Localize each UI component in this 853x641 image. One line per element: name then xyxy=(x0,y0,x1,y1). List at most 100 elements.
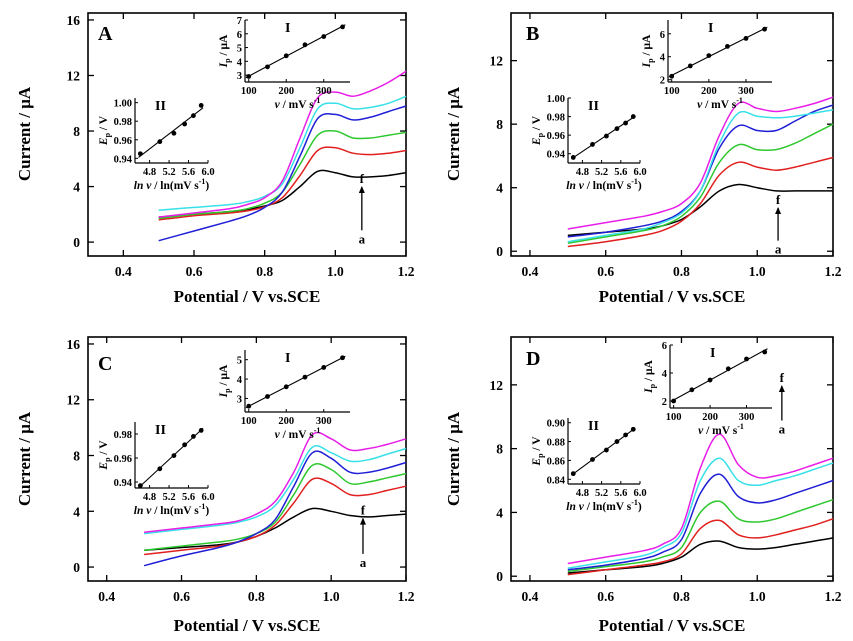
x-axis-title: Potential / V vs.SCE xyxy=(599,616,746,635)
inset-data-point xyxy=(137,151,143,157)
inset-y-tick-label: 5 xyxy=(237,44,242,55)
plot-frame xyxy=(87,336,407,582)
x-tick-label: 1.2 xyxy=(398,589,415,604)
inset-y-tick-label: 0.94 xyxy=(547,150,566,161)
series-line-a xyxy=(158,169,407,218)
inset-data-point xyxy=(265,64,270,70)
inset-y-tick-label: 0.94 xyxy=(114,478,133,489)
inset-ii: 4.8 5.2 5.6 6.0 0.94 0.96 0.98 II Ep / V ln ν / l… xyxy=(98,422,215,517)
inset-x-tick-label: 5.6 xyxy=(182,492,195,503)
inset-data-point xyxy=(590,457,595,462)
inset-fit-line xyxy=(668,26,768,78)
series-line-b xyxy=(567,156,834,248)
inset-ii: 4.8 5.2 5.6 6.0 0.94 0.96 0.98 1.00 II Ep / V ln ν… xyxy=(98,98,215,192)
inset-x-axis-title: ν / mV s-1 xyxy=(697,96,743,111)
inset-x-tick-label: 300 xyxy=(739,412,755,423)
inset-label: I xyxy=(708,21,713,36)
inset-y-axis-title: Ip / μA xyxy=(643,359,657,393)
inset-y-tick-label: 6 xyxy=(662,341,667,352)
inset-data-point xyxy=(198,103,204,108)
range-label-from: a xyxy=(775,242,782,257)
plot-frame xyxy=(87,12,407,257)
inset-y-tick-label: 0.96 xyxy=(114,454,132,465)
inset-x-axis-title: ln ν / ln(mV s-1) xyxy=(566,177,642,192)
inset-y-tick-label: 0.98 xyxy=(547,113,565,124)
inset-data-point xyxy=(171,453,177,458)
inset-data-point xyxy=(744,356,749,362)
inset-y-tick-label: 0.98 xyxy=(114,117,132,128)
x-tick-label: 1.0 xyxy=(749,589,766,604)
inset-x-axis-title: ν / mV s-1 xyxy=(275,96,321,111)
panel-label: D xyxy=(526,348,540,370)
series-line-e xyxy=(144,445,407,535)
series-line-b xyxy=(144,477,407,556)
inset-label: I xyxy=(285,21,290,36)
panel-label: B xyxy=(526,23,539,45)
y-tick-label: 4 xyxy=(73,180,80,195)
range-label-to: f xyxy=(780,370,785,385)
inset-x-tick-label: 5.6 xyxy=(182,167,195,178)
range-label-from: a xyxy=(779,421,786,436)
x-tick-label: 0.4 xyxy=(522,264,539,279)
inset-data-point xyxy=(570,155,576,160)
inset-data-point xyxy=(191,434,196,439)
x-tick-label: 1.2 xyxy=(398,264,415,279)
inset-x-tick-label: 300 xyxy=(316,416,332,427)
inset-x-tick-label: 200 xyxy=(702,412,718,423)
inset-data-point xyxy=(246,74,252,79)
inset-x-tick-label: 300 xyxy=(316,86,332,97)
y-tick-label: 8 xyxy=(496,442,503,457)
inset-i: 100 200 300 3 4 5 6 7 I Ip / μA ν / mV s-1 xyxy=(218,16,350,111)
y-axis-title: Current / μA xyxy=(15,86,34,181)
panel-c: 0.4 0.6 0.8 1.0 1.2 0 4 8 12 16 Potential / V vs.S… xyxy=(15,336,415,635)
inset-data-point xyxy=(340,24,345,30)
inset-data-point xyxy=(706,53,712,58)
inset-data-point xyxy=(604,447,609,453)
x-tick-label: 1.0 xyxy=(323,589,340,604)
y-tick-label: 0 xyxy=(73,235,80,250)
y-tick-label: 0 xyxy=(73,560,80,575)
y-tick-label: 8 xyxy=(496,117,503,132)
inset-data-point xyxy=(743,35,749,41)
inset-data-point xyxy=(614,439,620,444)
inset-y-tick-label: 6 xyxy=(660,30,665,41)
inset-data-point xyxy=(157,466,163,472)
inset-data-point xyxy=(302,374,308,380)
y-tick-label: 12 xyxy=(490,54,504,69)
y-tick-label: 8 xyxy=(73,124,80,139)
inset-x-tick-label: 5.2 xyxy=(595,488,608,499)
x-tick-label: 1.0 xyxy=(327,264,344,279)
y-tick-label: 0 xyxy=(496,244,503,259)
y-tick-label: 16 xyxy=(67,13,81,28)
inset-ii: 4.8 5.2 5.6 6.0 0.84 0.86 0.88 0.90 II Ep / V ln ν… xyxy=(531,418,647,513)
inset-x-axis-title: ν / mV s-1 xyxy=(698,422,744,437)
series-line-c xyxy=(144,463,407,552)
inset-data-point xyxy=(570,471,576,477)
inset-y-tick-label: 0.94 xyxy=(114,154,133,165)
inset-data-point xyxy=(182,442,188,448)
inset-data-point xyxy=(321,365,327,370)
series-line-d xyxy=(567,104,834,238)
inset-x-axis-title: ln ν / ln(mV s-1) xyxy=(134,177,210,192)
inset-y-tick-label: 5 xyxy=(237,356,242,367)
inset-x-tick-label: 5.2 xyxy=(163,167,176,178)
inset-i: 100 200 300 2 4 6 I Ip / μA ν / mV s-1 xyxy=(641,20,772,111)
series-line-f xyxy=(144,431,407,533)
inset-y-axis-title: Ip / μA xyxy=(218,34,232,68)
inset-data-point xyxy=(630,426,636,432)
x-tick-label: 0.8 xyxy=(673,589,690,604)
x-tick-label: 0.6 xyxy=(597,264,614,279)
inset-y-axis-title: Ep / V xyxy=(531,115,545,146)
inset-x-tick-label: 5.2 xyxy=(595,167,608,178)
inset-i: 100 200 300 3 4 5 I Ip / μA ν / mV s-1 xyxy=(218,350,350,441)
inset-x-tick-label: 5.2 xyxy=(163,492,176,503)
inset-data-point xyxy=(137,483,143,488)
x-tick-label: 0.4 xyxy=(115,264,132,279)
inset-data-point xyxy=(630,114,636,119)
inset-x-tick-label: 4.8 xyxy=(143,492,156,503)
series-line-f xyxy=(158,70,407,218)
y-axis-title: Current / μA xyxy=(444,86,463,181)
y-tick-label: 4 xyxy=(73,504,80,519)
inset-x-tick-label: 6.0 xyxy=(633,488,646,499)
